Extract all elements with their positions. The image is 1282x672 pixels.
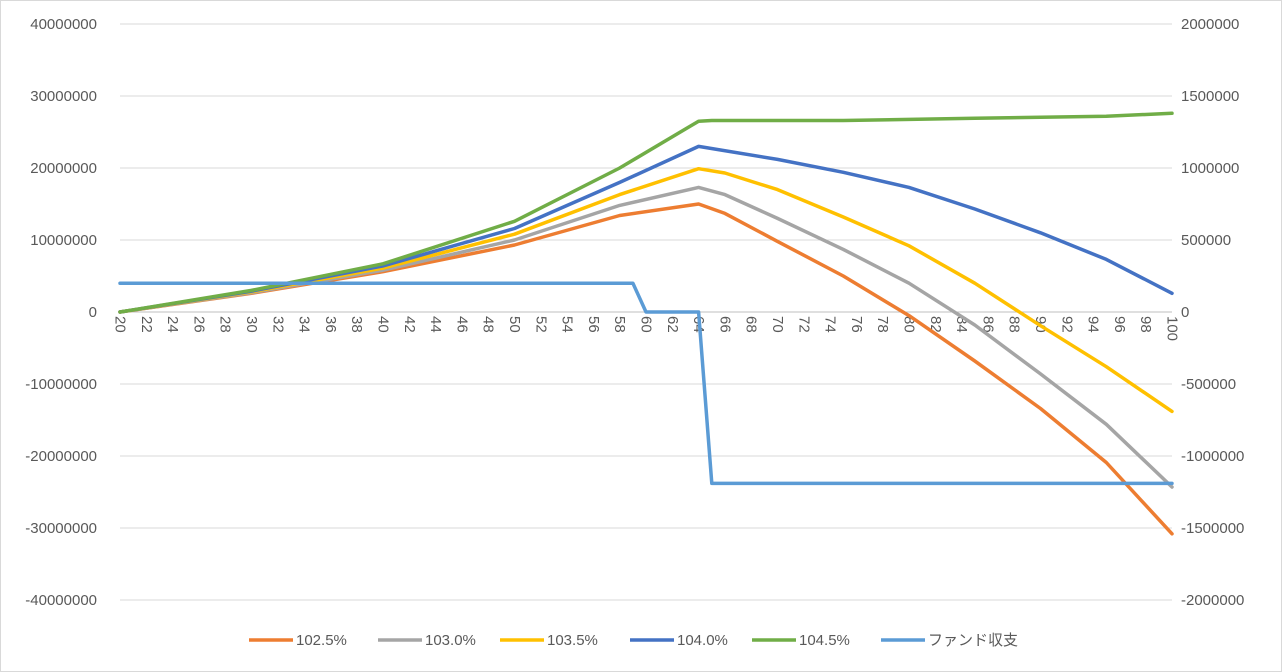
x-tick-label: 48 — [480, 316, 497, 333]
x-tick-label: 58 — [611, 316, 628, 333]
series-line-1 — [118, 185, 1174, 489]
right-tick-label: -1500000 — [1181, 520, 1244, 537]
left-axis-ticks: 40000000 30000000 20000000 10000000 0 -100000… — [25, 16, 97, 609]
left-tick-label: 30000000 — [30, 88, 97, 105]
legend-label: 102.5% — [296, 632, 347, 649]
right-tick-label: -2000000 — [1181, 592, 1244, 609]
x-tick-label: 54 — [559, 316, 576, 333]
right-tick-label: 1000000 — [1181, 160, 1239, 177]
x-tick-label: 22 — [138, 316, 155, 333]
x-tick-label: 44 — [427, 316, 444, 333]
x-tick-label: 36 — [322, 316, 339, 333]
x-tick-label: 82 — [927, 316, 944, 333]
x-tick-label: 88 — [1006, 316, 1023, 333]
x-tick-label: 98 — [1137, 316, 1154, 333]
x-tick-label: 34 — [296, 316, 313, 333]
right-axis-ticks: 2000000 1500000 1000000 500000 0 -500000 -1000… — [1181, 16, 1244, 609]
x-tick-label: 38 — [348, 316, 365, 333]
legend-label: 104.0% — [677, 632, 728, 649]
x-tick-label: 92 — [1058, 316, 1075, 333]
x-tick-label: 62 — [664, 316, 681, 333]
series-line-3 — [118, 144, 1174, 314]
x-tick-label: 28 — [217, 316, 234, 333]
series-lines — [118, 111, 1174, 536]
left-tick-label: -20000000 — [25, 448, 97, 465]
x-tick-label: 76 — [848, 316, 865, 333]
x-tick-label: 40 — [375, 316, 392, 333]
x-tick-label: 30 — [243, 316, 260, 333]
right-tick-label: -1000000 — [1181, 448, 1244, 465]
legend-label: 103.5% — [547, 632, 598, 649]
x-tick-label: 56 — [585, 316, 602, 333]
x-tick-label: 100 — [1164, 316, 1181, 341]
x-tick-label: 74 — [822, 316, 839, 333]
right-tick-label: 500000 — [1181, 232, 1231, 249]
series-line-0 — [118, 202, 1174, 536]
x-tick-label: 42 — [401, 316, 418, 333]
x-tick-label: 66 — [716, 316, 733, 333]
right-tick-label: 2000000 — [1181, 16, 1239, 33]
left-tick-label: -40000000 — [25, 592, 97, 609]
series-line-5 — [118, 281, 1174, 486]
left-tick-label: 10000000 — [30, 232, 97, 249]
left-tick-label: -30000000 — [25, 520, 97, 537]
x-tick-label: 52 — [532, 316, 549, 333]
x-tick-label: 78 — [874, 316, 891, 333]
right-tick-label: -500000 — [1181, 376, 1236, 393]
x-tick-label: 20 — [112, 316, 129, 333]
legend-label: 103.0% — [425, 632, 476, 649]
x-tick-label: 86 — [979, 316, 996, 333]
x-tick-label: 72 — [795, 316, 812, 333]
x-tick-label: 68 — [743, 316, 760, 333]
x-tick-label: 96 — [1111, 316, 1128, 333]
x-tick-label: 70 — [769, 316, 786, 333]
series-line-2 — [118, 166, 1174, 414]
x-tick-label: 26 — [190, 316, 207, 333]
legend-label: ファンド収支 — [928, 632, 1018, 649]
legend-label: 104.5% — [799, 632, 850, 649]
x-tick-label: 50 — [506, 316, 523, 333]
legend: 102.5% 103.0% 103.5% 104.0% 104.5% ファンド収支 — [249, 632, 1018, 649]
right-tick-label: 0 — [1181, 304, 1189, 321]
x-axis-ticks: 20 22 24 26 28 30 32 34 36 38 40 42 44 46 48 50 52 54 56 58… — [112, 316, 1181, 341]
x-tick-label: 60 — [638, 316, 655, 333]
series-line-4 — [118, 111, 1174, 314]
x-tick-label: 24 — [164, 316, 181, 333]
left-tick-label: 40000000 — [30, 16, 97, 33]
x-tick-label: 46 — [453, 316, 470, 333]
left-tick-label: 20000000 — [30, 160, 97, 177]
x-tick-label: 94 — [1085, 316, 1102, 333]
x-tick-label: 32 — [269, 316, 286, 333]
right-tick-label: 1500000 — [1181, 88, 1239, 105]
left-tick-label: -10000000 — [25, 376, 97, 393]
left-tick-label: 0 — [89, 304, 97, 321]
